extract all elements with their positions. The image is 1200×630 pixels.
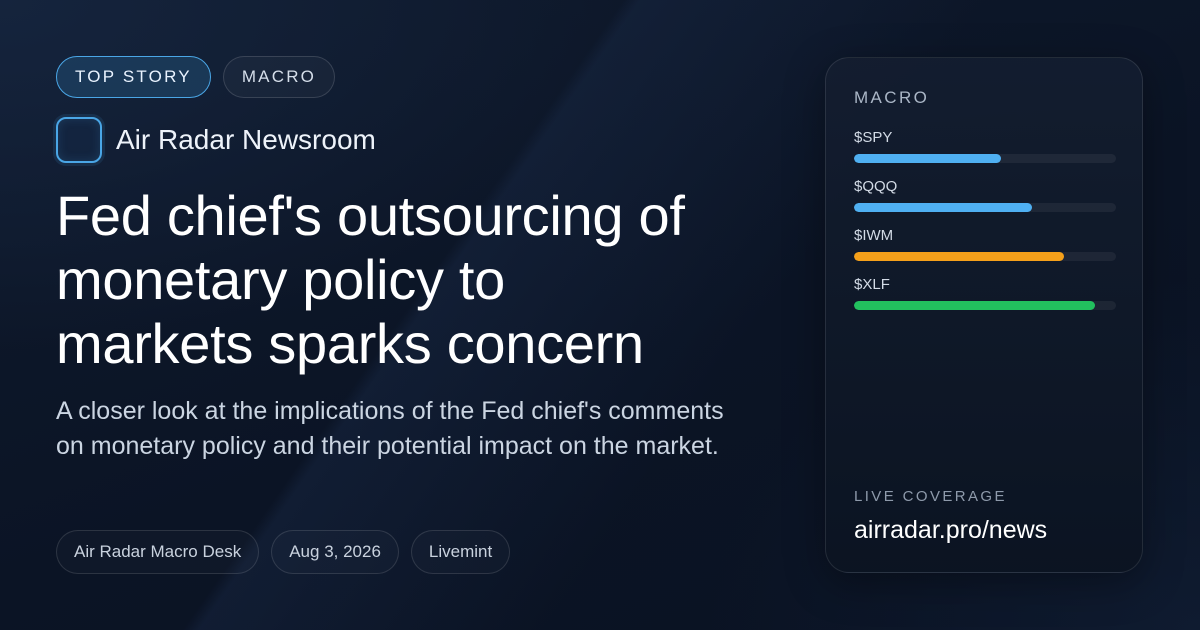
ticker-bar-track bbox=[854, 154, 1116, 163]
author-chip[interactable]: Air Radar Macro Desk bbox=[56, 530, 260, 574]
headline-line: Fed chief's outsourcing of bbox=[56, 184, 685, 247]
headline: Fed chief's outsourcing of monetary poli… bbox=[56, 184, 776, 376]
meta-chips: Air Radar Macro Desk Aug 3, 2026 Livemin… bbox=[56, 530, 511, 574]
macro-tag[interactable]: MACRO bbox=[222, 56, 336, 98]
tag-list: TOP STORY MACRO bbox=[56, 56, 776, 98]
ticker-symbol: $QQQ bbox=[854, 178, 898, 195]
brand-logo-icon bbox=[56, 117, 102, 163]
headline-line: monetary policy to bbox=[56, 248, 506, 311]
story-summary: A closer look at the implications of the… bbox=[56, 397, 724, 460]
ticker-bar-fill bbox=[854, 154, 1001, 163]
source-chip[interactable]: Livemint bbox=[410, 530, 511, 574]
live-coverage-link[interactable]: airradar.pro/news bbox=[854, 516, 1048, 544]
top-story-tag[interactable]: TOP STORY bbox=[56, 56, 211, 98]
story-panel: TOP STORY MACRO Air Radar Newsroom Fed c… bbox=[56, 56, 776, 463]
ticker-list: $SPY $QQQ $IWM $XLF bbox=[854, 128, 1116, 324]
ticker-row-qqq[interactable]: $QQQ bbox=[854, 177, 1116, 226]
ticker-bar-fill bbox=[854, 203, 1033, 212]
ticker-bar-fill bbox=[854, 301, 1096, 310]
live-coverage-label: LIVE COVERAGE bbox=[854, 488, 1007, 505]
ticker-bar-track bbox=[854, 301, 1116, 310]
ticker-bar-fill bbox=[854, 252, 1064, 261]
date-chip: Aug 3, 2026 bbox=[271, 530, 399, 574]
ticker-bar-track bbox=[854, 252, 1116, 261]
brand: Air Radar Newsroom bbox=[56, 116, 776, 164]
ticker-symbol: $XLF bbox=[854, 276, 890, 293]
ticker-bar-track bbox=[854, 203, 1116, 212]
headline-line: markets sparks concern bbox=[56, 312, 644, 375]
ticker-symbol: $SPY bbox=[854, 129, 893, 146]
ticker-row-iwm[interactable]: $IWM bbox=[854, 226, 1116, 275]
macro-card: MACRO $SPY $QQQ $IWM $XLF LIVE COV bbox=[825, 57, 1143, 573]
card-title: MACRO bbox=[854, 88, 930, 107]
brand-name: Air Radar Newsroom bbox=[116, 124, 376, 155]
ticker-row-xlf[interactable]: $XLF bbox=[854, 275, 1116, 324]
ticker-row-spy[interactable]: $SPY bbox=[854, 128, 1116, 177]
ticker-symbol: $IWM bbox=[854, 227, 894, 244]
